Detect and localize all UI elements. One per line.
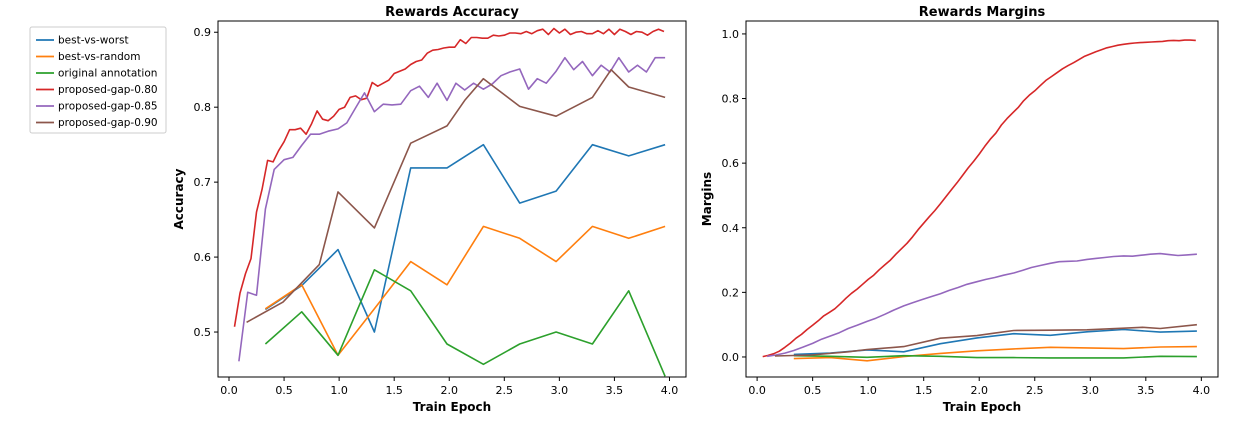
accuracy-x-tick-label: 3.5 [606, 384, 624, 397]
legend-label-proposed-gap-0-85: proposed-gap-0.85 [58, 101, 158, 113]
margins-y-tick-label: 0.4 [722, 222, 740, 235]
accuracy-series-proposed-gap-0-90 [246, 68, 666, 323]
margins-series-proposed-gap-0-80 [762, 39, 1196, 358]
legend-label-proposed-gap-0-80: proposed-gap-0.80 [58, 84, 158, 96]
accuracy-y-axis-label: Accuracy [172, 168, 186, 229]
accuracy-x-tick-label: 2.5 [496, 384, 514, 397]
accuracy-x-tick-label: 1.5 [385, 384, 403, 397]
accuracy-x-tick-label: 0.5 [275, 384, 293, 397]
legend-label-proposed-gap-0-90: proposed-gap-0.90 [58, 117, 158, 129]
accuracy-series-best-vs-worst [264, 143, 666, 333]
accuracy-x-tick-label: 4.0 [661, 384, 679, 397]
margins-x-tick-label: 2.5 [1026, 384, 1044, 397]
margins-chart-title: Rewards Margins [919, 5, 1046, 20]
legend-label-best-vs-random: best-vs-random [58, 51, 140, 63]
margins-x-tick-label: 2.0 [970, 384, 988, 397]
legend-frame [29, 26, 167, 134]
accuracy-y-tick-label: 0.7 [194, 176, 212, 189]
margins-x-tick-label: 3.0 [1082, 384, 1100, 397]
margins-x-axis-label: Train Epoch [943, 400, 1021, 414]
legend-label-best-vs-worst: best-vs-worst [58, 35, 129, 47]
margins-series-proposed-gap-0-85 [766, 252, 1197, 358]
accuracy-y-tick-label: 0.8 [194, 101, 212, 114]
margins-y-tick-label: 0.6 [722, 157, 740, 170]
margins-x-tick-label: 1.0 [859, 384, 877, 397]
margins-y-tick-label: 1.0 [722, 28, 740, 41]
margins-y-tick-label: 0.2 [722, 286, 740, 299]
accuracy-x-tick-label: 3.0 [551, 384, 569, 397]
margins-x-tick-label: 0.0 [748, 384, 766, 397]
accuracy-series-proposed-gap-0-85 [238, 56, 666, 362]
accuracy-y-tick-label: 0.5 [194, 326, 212, 339]
margins-chart: Rewards Margins 0.0 0.5 1.0 1.5 2.0 2.5 3.0 3.5… [700, 5, 1219, 414]
accuracy-x-tick-label: 0.0 [220, 384, 238, 397]
margins-x-tick-label: 4.0 [1193, 384, 1211, 397]
accuracy-plot-frame [217, 20, 687, 378]
margins-plot-frame [745, 20, 1219, 378]
margins-x-tick-label: 1.5 [915, 384, 933, 397]
accuracy-chart-title: Rewards Accuracy [385, 5, 519, 20]
accuracy-x-tick-label: 1.0 [330, 384, 348, 397]
legend-label-original-annotation: original annotation [58, 68, 157, 80]
margins-y-tick-label: 0.0 [722, 351, 740, 364]
margins-series-proposed-gap-0-90 [774, 323, 1197, 357]
margins-y-axis-label: Margins [700, 172, 714, 226]
accuracy-series-best-vs-random [264, 225, 666, 357]
margins-x-tick-label: 3.5 [1137, 384, 1155, 397]
accuracy-series-original-annotation [264, 268, 666, 377]
accuracy-y-tick-label: 0.9 [194, 26, 212, 39]
margins-x-tick-label: 0.5 [804, 384, 822, 397]
margins-series-original-annotation [793, 354, 1197, 359]
legend: best-vs-worst best-vs-random original anno… [29, 26, 167, 134]
accuracy-chart: Rewards Accuracy 0.0 0.5 1.0 1.5 2.0 2.5 3.0 3.… [172, 5, 687, 414]
accuracy-x-axis-label: Train Epoch [413, 400, 491, 414]
accuracy-x-tick-label: 2.0 [440, 384, 458, 397]
margins-series-best-vs-random [793, 345, 1197, 362]
margins-y-tick-label: 0.8 [722, 93, 740, 106]
accuracy-series-proposed-gap-0-80 [233, 27, 665, 327]
accuracy-y-tick-label: 0.6 [194, 251, 212, 264]
